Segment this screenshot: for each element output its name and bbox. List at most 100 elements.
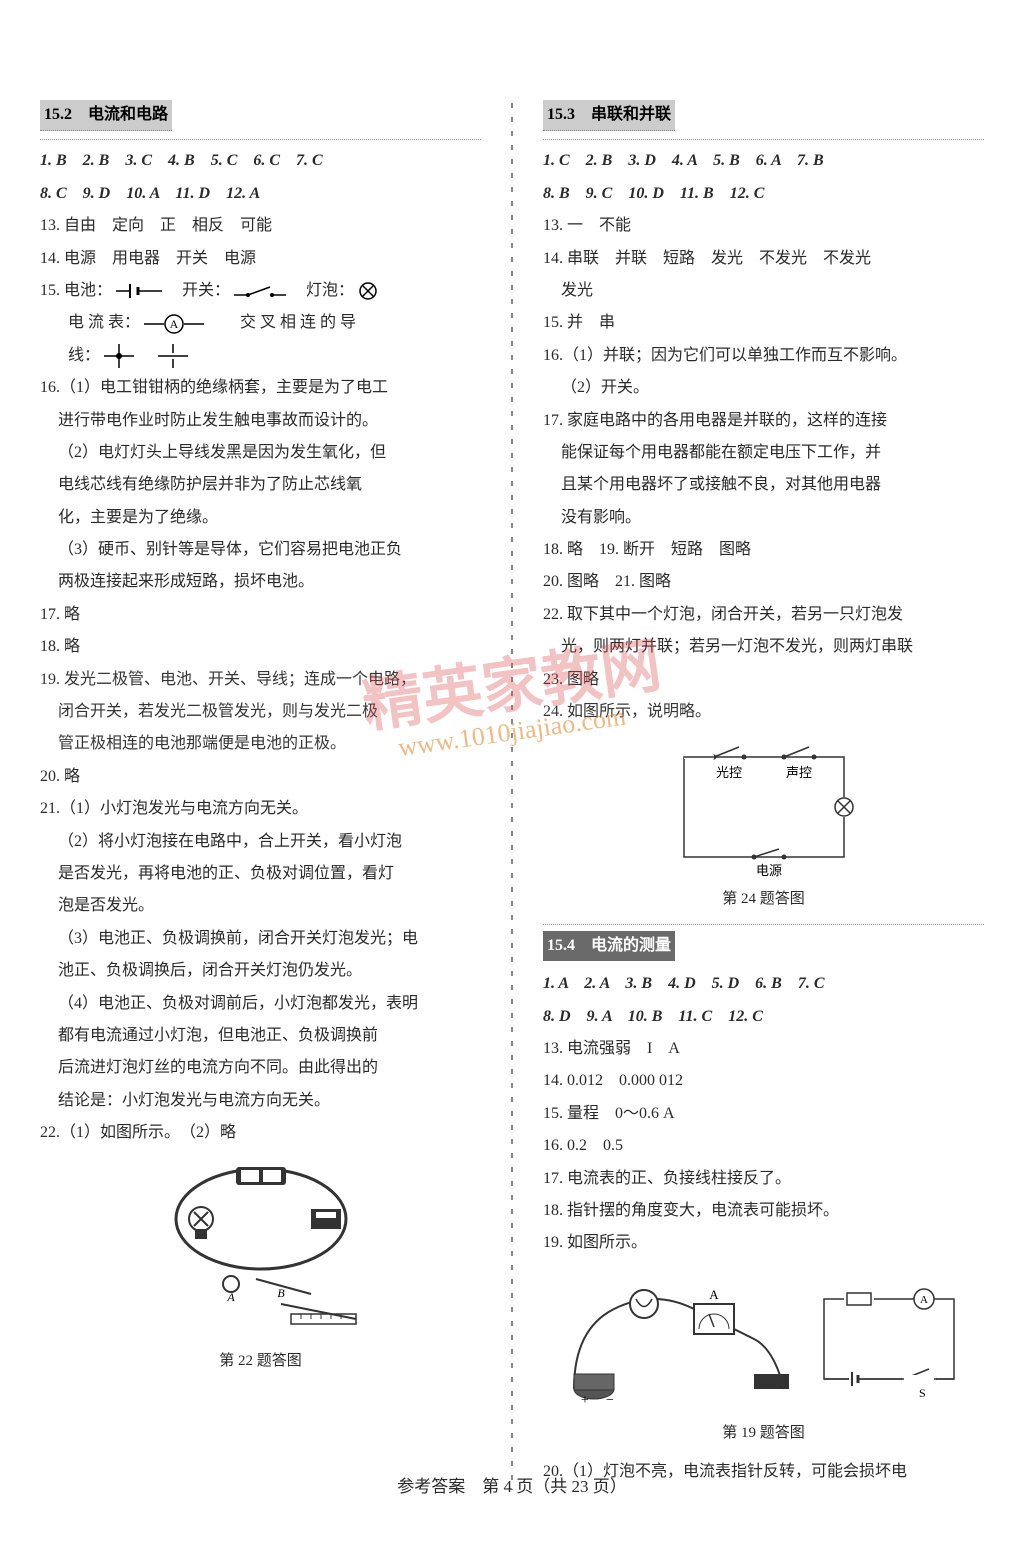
svg-text:电源: 电源 (755, 863, 781, 877)
answer-19b: 闭合开关，若发光二极管发光，则与发光二极 (40, 697, 481, 727)
circuit-19-icon: + − A A (554, 1269, 974, 1409)
switch-symbol-icon (234, 281, 286, 301)
section-title: 电流和电路 (88, 106, 168, 123)
answer-13: 13. 自由 定向 正 相反 可能 (40, 211, 481, 241)
figure-22-caption: 第 22 题答图 (40, 1347, 481, 1376)
svg-text:+: + (581, 1393, 589, 1408)
answer-16-3: （3）硬币、别针等是导体，它们容易把电池正负 (40, 535, 481, 565)
section-num: 15.3 (547, 106, 575, 123)
bulb-symbol-icon (358, 281, 378, 301)
section-title: 电流的测量 (591, 937, 671, 954)
r-17b: 能保证每个用电器都能在额定电压下工作，并 (543, 438, 984, 468)
s4-19: 19. 如图所示。 (543, 1228, 984, 1258)
answer-21-3b: 池正、负极调换后，闭合开关灯泡仍发光。 (40, 956, 481, 986)
answer-14: 14. 电源 用电器 开关 电源 (40, 244, 481, 274)
answer-21-4d: 结论是：小灯泡发光与电流方向无关。 (40, 1086, 481, 1116)
section-header-15-2: 15.2 电流和电路 (40, 100, 481, 137)
answer-15c: 线： (40, 341, 481, 371)
r-14b: 发光 (543, 276, 984, 306)
junction-dot-icon (104, 344, 134, 368)
answer-15b: 电 流 表： A 交 叉 相 连 的 导 (40, 308, 481, 338)
dotted-rule (543, 139, 984, 140)
answer-21-4c: 后流进灯泡灯丝的电流方向不同。由此得出的 (40, 1053, 481, 1083)
page-footer: 参考答案 第 4 页（共 23 页） (0, 1471, 1024, 1503)
s4-mc-2: 8. D 9. A 10. B 11. C 12. C (543, 1002, 984, 1032)
dotted-rule (40, 139, 481, 140)
figure-19-caption: 第 19 题答图 (543, 1419, 984, 1448)
r-23: 23. 图略 (543, 665, 984, 695)
section-num: 15.4 (547, 937, 575, 954)
answer-19: 19. 发光二极管、电池、开关、导线；连成一个电路， (40, 665, 481, 695)
r-16b: （2）开关。 (543, 373, 984, 403)
a15c-text: 线： (68, 347, 100, 364)
answer-21-1: 21.（1）小灯泡发光与电流方向无关。 (40, 794, 481, 824)
a15b-mid: 交 叉 相 连 的 导 (208, 314, 356, 331)
left-column: 15.2 电流和电路 1. B 2. B 3. C 4. B 5. C 6. C… (40, 100, 481, 1490)
figure-24-caption: 第 24 题答图 (543, 885, 984, 914)
r-17c: 且某个用电器坏了或接触不良，对其他用电器 (543, 470, 984, 500)
svg-text:A: A (920, 1294, 928, 1306)
answer-17: 17. 略 (40, 600, 481, 630)
crossover-icon (158, 344, 188, 368)
r-20: 20. 图略 21. 图略 (543, 567, 984, 597)
figure-24: 光控 声控 电源 第 24 题答图 (543, 737, 984, 914)
s4-14: 14. 0.012 0.000 012 (543, 1066, 984, 1096)
r-17d: 没有影响。 (543, 503, 984, 533)
s4-17: 17. 电流表的正、负接线柱接反了。 (543, 1164, 984, 1194)
answer-16-3b: 两极连接起来形成短路，损坏电池。 (40, 567, 481, 597)
section-title: 串联和并联 (591, 106, 671, 123)
mc-row-2: 8. C 9. D 10. A 11. D 12. A (40, 179, 481, 209)
page-container: 15.2 电流和电路 1. B 2. B 3. C 4. B 5. C 6. C… (0, 0, 1024, 1530)
battery-symbol-icon (116, 281, 162, 301)
svg-text:S: S (919, 1386, 926, 1400)
r-mc-2: 8. B 9. C 10. D 11. B 12. C (543, 179, 984, 209)
a15-prefix: 15. 电池： (40, 282, 112, 299)
answer-15: 15. 电池： 开关： 灯泡： (40, 276, 481, 306)
circuit-22-icon: A B (161, 1159, 361, 1339)
answer-22: 22.（1）如图所示。 （2）略 (40, 1118, 481, 1148)
answer-16-2: （2）电灯灯头上导线发黑是因为发生氧化，但 (40, 438, 481, 468)
r-15: 15. 并 串 (543, 308, 984, 338)
answer-16-2c: 化，主要是为了绝缘。 (40, 503, 481, 533)
r-14: 14. 串联 并联 短路 发光 不发光 不发光 (543, 244, 984, 274)
svg-text:光控: 光控 (715, 765, 741, 780)
s4-18: 18. 指针摆的角度变大，电流表可能损坏。 (543, 1196, 984, 1226)
r-18: 18. 略 19. 断开 短路 图略 (543, 535, 984, 565)
answer-16-1: 16.（1）电工钳钳柄的绝缘柄套，主要是为了电工 (40, 373, 481, 403)
r-22: 22. 取下其中一个灯泡，闭合开关，若另一只灯泡发 (543, 600, 984, 630)
figure-22: A B 第 22 题答图 (40, 1159, 481, 1376)
svg-text:A: A (709, 1287, 719, 1302)
section-num: 15.2 (44, 106, 72, 123)
r-13: 13. 一 不能 (543, 211, 984, 241)
right-column: 15.3 串联和并联 1. C 2. B 3. D 4. A 5. B 6. A… (543, 100, 984, 1490)
s4-13: 13. 电流强弱 I A (543, 1034, 984, 1064)
ammeter-symbol-icon: A (144, 314, 204, 334)
s4-15: 15. 量程 0～0.6 A (543, 1099, 984, 1129)
answer-21-4b: 都有电流通过小灯泡，但电池正、负极调换前 (40, 1021, 481, 1051)
r-17: 17. 家庭电路中的各用电器是并联的，这样的连接 (543, 406, 984, 436)
a15b-prefix: 电 流 表： (68, 314, 140, 331)
r-mc-1: 1. C 2. B 3. D 4. A 5. B 6. A 7. B (543, 146, 984, 176)
r-22b: 光，则两灯并联；若另一灯泡不发光，则两灯串联 (543, 632, 984, 662)
answer-18: 18. 略 (40, 632, 481, 662)
answer-19c: 管正极相连的电池那端便是电池的正极。 (40, 729, 481, 759)
svg-text:−: − (606, 1393, 614, 1408)
answer-21-2: （2）将小灯泡接在电路中，合上开关，看小灯泡 (40, 827, 481, 857)
answer-21-2c: 泡是否发光。 (40, 891, 481, 921)
mc-row-1: 1. B 2. B 3. C 4. B 5. C 6. C 7. C (40, 146, 481, 176)
s4-mc-1: 1. A 2. A 3. B 4. D 5. D 6. B 7. C (543, 969, 984, 999)
svg-text:A: A (170, 317, 179, 331)
dotted-rule-2 (543, 924, 984, 925)
svg-text:声控: 声控 (785, 765, 811, 780)
answer-20: 20. 略 (40, 762, 481, 792)
s4-16: 16. 0.2 0.5 (543, 1131, 984, 1161)
answer-21-2b: 是否发光，再将电池的正、负极对调位置，看灯 (40, 859, 481, 889)
column-divider (511, 100, 513, 1490)
answer-16-1b: 进行带电作业时防止发生触电事故而设计的。 (40, 406, 481, 436)
answer-21-3: （3）电池正、负极调换前，闭合开关灯泡发光；电 (40, 924, 481, 954)
section-header-15-3: 15.3 串联和并联 (543, 100, 984, 137)
svg-text:B: B (277, 1286, 285, 1300)
section-header-15-4: 15.4 电流的测量 (543, 931, 984, 967)
a15-mid2: 灯泡： (290, 282, 354, 299)
answer-21-4: （4）电池正、负极对调前后，小灯泡都发光，表明 (40, 989, 481, 1019)
